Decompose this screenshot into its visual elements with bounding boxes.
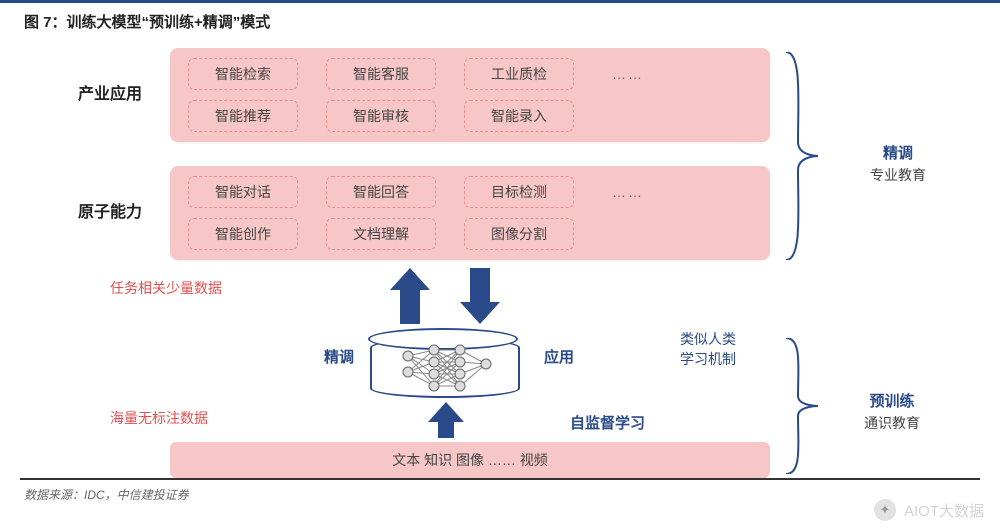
- panel-atomic: 智能对话 智能回答 目标检测 …… 智能创作 文档理解 图像分割: [170, 166, 770, 260]
- right-pretrain-sub: 通识教育: [864, 413, 920, 433]
- atomic-row2: 智能创作 文档理解 图像分割: [188, 218, 752, 250]
- footer-source: 数据来源：IDC，中信建投证券: [0, 480, 1000, 503]
- model-cylinder: [370, 338, 520, 398]
- pill-item: 智能检索: [188, 58, 298, 90]
- label-task-data: 任务相关少量数据: [110, 278, 222, 298]
- bottom-data-bar: 文本 知识 图像 …… 视频: [170, 442, 770, 478]
- pill-item: 文档理解: [326, 218, 436, 250]
- brace-bottom-icon: [782, 338, 822, 474]
- pill-item: 智能审核: [326, 100, 436, 132]
- header: 图 7：训练大模型“预训练+精调”模式: [0, 0, 1000, 38]
- watermark: ✦ AIOT大数据: [874, 499, 984, 521]
- atomic-row1: 智能对话 智能回答 目标检测 ……: [188, 176, 752, 208]
- pill-item: 智能创作: [188, 218, 298, 250]
- arrow-down-icon: [460, 268, 500, 328]
- side-humanlike: 类似人类 学习机制: [680, 330, 736, 369]
- panel-industry-inner: 智能检索 智能客服 工业质检 …… 智能推荐 智能审核 智能录入: [170, 48, 770, 142]
- label-finetune: 精调: [324, 346, 354, 367]
- pill-item: 智能客服: [326, 58, 436, 90]
- panel-industry: 智能检索 智能客服 工业质检 …… 智能推荐 智能审核 智能录入: [170, 48, 770, 142]
- pill-item: 智能回答: [326, 176, 436, 208]
- side-text-line: 类似人类: [680, 330, 736, 350]
- pill-item: 智能录入: [464, 100, 574, 132]
- right-finetune-group: 精调 专业教育: [870, 142, 926, 185]
- label-self-supervised: 自监督学习: [570, 412, 645, 433]
- industry-row2: 智能推荐 智能审核 智能录入: [188, 100, 752, 132]
- right-pretrain-group: 预训练 通识教育: [864, 390, 920, 433]
- diagram-canvas: 产业应用 智能检索 智能客服 工业质检 …… 智能推荐 智能审核 智能录入 原子…: [0, 38, 1000, 478]
- brace-top-icon: [782, 52, 822, 260]
- label-apply: 应用: [544, 346, 574, 367]
- ellipsis: ……: [612, 66, 644, 82]
- panel-atomic-inner: 智能对话 智能回答 目标检测 …… 智能创作 文档理解 图像分割: [170, 166, 770, 260]
- right-finetune-sub: 专业教育: [870, 165, 926, 185]
- side-text-line: 学习机制: [680, 350, 736, 370]
- arrow-up-small-icon: [428, 402, 464, 440]
- pill-item: 图像分割: [464, 218, 574, 250]
- row-label-industry: 产业应用: [78, 80, 142, 104]
- right-finetune-title: 精调: [870, 142, 926, 163]
- bottom-data-text: 文本 知识 图像 …… 视频: [392, 452, 548, 468]
- row-label-atomic: 原子能力: [78, 198, 142, 222]
- watermark-text: AIOT大数据: [904, 500, 984, 521]
- pill-item: 智能对话: [188, 176, 298, 208]
- neural-net-icon: [400, 344, 494, 392]
- right-pretrain-title: 预训练: [864, 390, 920, 411]
- wechat-icon: ✦: [874, 499, 896, 521]
- label-mass-data: 海量无标注数据: [110, 408, 208, 428]
- industry-row1: 智能检索 智能客服 工业质检 ……: [188, 58, 752, 90]
- arrow-up-icon: [390, 268, 430, 328]
- ellipsis: ……: [612, 184, 644, 200]
- pill-item: 智能推荐: [188, 100, 298, 132]
- pill-item: 目标检测: [464, 176, 574, 208]
- pill-item: 工业质检: [464, 58, 574, 90]
- figure-title: 图 7：训练大模型“预训练+精调”模式: [24, 11, 1000, 32]
